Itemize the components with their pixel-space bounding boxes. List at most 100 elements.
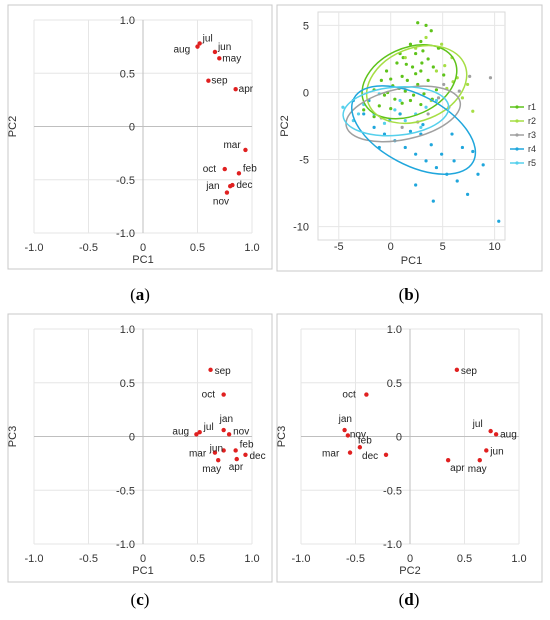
y-axis-title: PC2 bbox=[279, 115, 291, 136]
data-point-r1 bbox=[426, 78, 430, 82]
caption-letter: d bbox=[404, 590, 414, 609]
x-axis-title: PC1 bbox=[401, 255, 422, 267]
data-point-r1 bbox=[405, 78, 409, 82]
data-point-r4 bbox=[497, 219, 501, 223]
point-label-apr: apr bbox=[229, 462, 244, 473]
data-point-r1 bbox=[424, 23, 428, 28]
data-point-r4 bbox=[476, 172, 480, 176]
ellipse-r1 bbox=[361, 44, 458, 120]
data-point-r1 bbox=[395, 61, 399, 65]
data-point-r3 bbox=[457, 89, 461, 93]
data-point-r4 bbox=[481, 163, 485, 167]
panel-b: 5 0 -5 -10 -5 0 5 10 PC1 PC2 r1 r2 r3 r4 r5 (b) bbox=[276, 4, 543, 304]
data-point-r1 bbox=[419, 102, 423, 107]
x-tick-label: 0.5 bbox=[190, 242, 205, 254]
x-tick-label: 1.0 bbox=[244, 553, 259, 565]
point-label-mar: mar bbox=[189, 449, 207, 460]
data-point-r4 bbox=[382, 132, 387, 136]
data-point-r1 bbox=[362, 108, 366, 112]
point-label-nov: nov bbox=[350, 429, 366, 440]
legend-marker-r3 bbox=[515, 133, 519, 137]
data-point-r1 bbox=[434, 88, 439, 92]
y-tick-label: -1.0 bbox=[383, 539, 402, 551]
data-point-sep bbox=[454, 367, 460, 373]
data-point-r1 bbox=[420, 61, 424, 65]
x-tick-label: 5 bbox=[440, 241, 446, 253]
x-tick-label: -1.0 bbox=[25, 242, 44, 254]
x-axis-title: PC1 bbox=[132, 565, 153, 577]
x-tick-label: -1.0 bbox=[25, 553, 44, 565]
point-label-dec: dec bbox=[362, 451, 378, 462]
data-point-r5 bbox=[398, 98, 402, 103]
data-point-r5 bbox=[382, 121, 387, 125]
data-point-r2 bbox=[443, 64, 447, 68]
data-point-r5 bbox=[341, 105, 345, 109]
ellipse-r3 bbox=[345, 85, 462, 143]
data-point-feb bbox=[233, 448, 238, 453]
data-point-jun bbox=[212, 49, 218, 55]
data-point-r1 bbox=[426, 57, 430, 61]
data-point-r3 bbox=[442, 82, 446, 87]
panel-caption-d: (d) bbox=[399, 590, 420, 609]
y-tick-label: 1.0 bbox=[387, 324, 402, 336]
data-point-r1 bbox=[419, 69, 423, 73]
point-label-oct: oct bbox=[203, 164, 217, 175]
point-label-feb: feb bbox=[358, 435, 372, 446]
data-point-mar bbox=[347, 450, 353, 455]
data-point-aug bbox=[194, 432, 199, 437]
panel-c: 1.0 0.5 0 -0.5 -1.0 -1.0 -0.5 0 0.5 1.0 PC1 PC3 sep o… bbox=[7, 313, 273, 609]
point-label-jun: jun bbox=[217, 42, 231, 53]
ellipse-r5 bbox=[342, 86, 450, 137]
point-label-nov: nov bbox=[213, 197, 229, 208]
point-label-oct: oct bbox=[202, 390, 216, 401]
data-point-r4 bbox=[455, 179, 459, 183]
data-point-feb bbox=[236, 171, 242, 176]
series-r2 bbox=[403, 35, 475, 113]
point-label-nov: nov bbox=[233, 426, 249, 437]
x-tick-label: 0.5 bbox=[190, 553, 205, 565]
data-point-r1 bbox=[410, 65, 415, 69]
y-tick-label: 0 bbox=[396, 432, 402, 444]
data-point-r1 bbox=[384, 69, 389, 73]
point-label-feb: feb bbox=[240, 439, 254, 450]
data-point-r4 bbox=[414, 183, 418, 187]
y-tick-label: 0.5 bbox=[120, 68, 135, 80]
data-point-feb bbox=[357, 445, 363, 450]
x-tick-label: 0 bbox=[140, 242, 146, 254]
y-tick-label: 1.0 bbox=[120, 324, 135, 336]
caption-letter: b bbox=[404, 285, 413, 304]
point-label-jan: jan bbox=[205, 181, 219, 192]
legend-label-r2: r2 bbox=[528, 116, 536, 126]
data-point-r3 bbox=[436, 96, 441, 100]
x-axis-title: PC2 bbox=[399, 565, 420, 577]
y-tick-label: -0.5 bbox=[383, 485, 402, 497]
data-point-r1 bbox=[408, 42, 413, 46]
point-label-mar: mar bbox=[223, 140, 241, 151]
caption-letter: c bbox=[136, 590, 144, 609]
data-point-r4 bbox=[460, 145, 465, 150]
point-label-may: may bbox=[202, 464, 221, 475]
data-point-r1 bbox=[416, 21, 420, 25]
point-label-aug: aug bbox=[174, 45, 191, 56]
y-tick-label: -1.0 bbox=[116, 228, 135, 240]
legend-label-r3: r3 bbox=[528, 130, 536, 140]
y-tick-label: -10 bbox=[293, 222, 309, 234]
data-point-r3 bbox=[400, 125, 404, 129]
data-point-sep bbox=[208, 367, 213, 373]
data-point-r1 bbox=[377, 104, 381, 108]
y-axis-title: PC3 bbox=[7, 426, 19, 447]
data-point-r5 bbox=[356, 112, 361, 116]
x-tick-label: 1.0 bbox=[244, 242, 259, 254]
data-point-r2 bbox=[424, 35, 428, 40]
data-point-r1 bbox=[416, 82, 420, 87]
x-tick-label: -1.0 bbox=[292, 553, 311, 565]
plot-marks bbox=[341, 21, 501, 223]
point-label-jan: jan bbox=[219, 414, 233, 425]
y-tick-label: 1.0 bbox=[120, 15, 135, 27]
data-point-r2 bbox=[434, 69, 439, 73]
data-point-r1 bbox=[403, 89, 407, 93]
data-point-r4 bbox=[403, 145, 407, 150]
data-point-r1 bbox=[389, 106, 393, 111]
point-label-aug: aug bbox=[172, 426, 189, 437]
x-axis-title: PC1 bbox=[132, 254, 153, 266]
